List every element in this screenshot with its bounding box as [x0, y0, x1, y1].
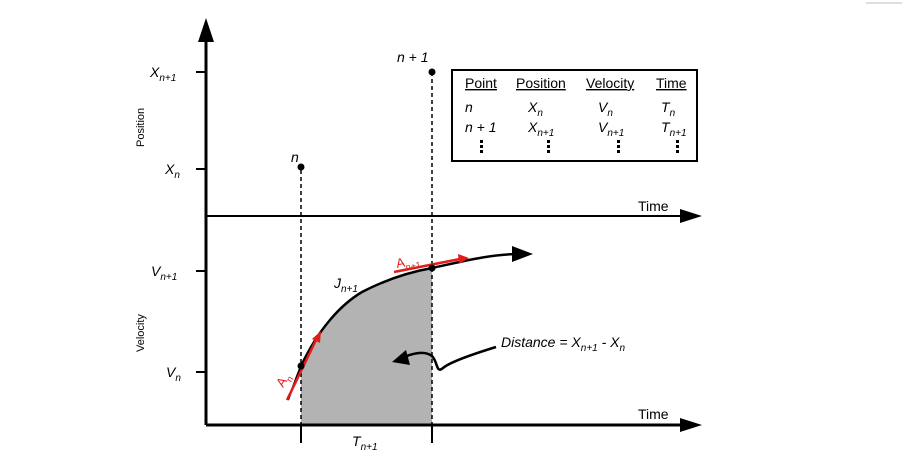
label-xn: Xn: [164, 161, 180, 181]
table-ellipsis: [480, 140, 679, 153]
label-point-n1: n + 1: [397, 49, 429, 65]
label-tn1: Tn+1: [352, 433, 378, 453]
table-header-time: Time: [656, 75, 687, 91]
label-accel-n1: An+1: [395, 252, 422, 274]
table-cell-point-n: n: [465, 99, 473, 115]
table-cell-xn1: Xn+1: [527, 119, 554, 139]
velocity-curve-arrow: [512, 246, 533, 262]
point-n: [297, 163, 305, 171]
velocity-axis-label: Velocity: [135, 314, 147, 352]
table-cell-vn: Vn: [598, 99, 613, 119]
label-point-n: n: [291, 149, 299, 165]
table-cell-point-n1: n + 1: [465, 119, 497, 135]
label-xn1: Xn+1: [149, 64, 176, 84]
label-vn: Vn: [166, 364, 181, 384]
table-header-velocity: Velocity: [586, 75, 634, 91]
table-header-position: Position: [516, 75, 566, 91]
table-cell-tn: Tn: [661, 99, 676, 119]
accel-n-arrow: [312, 331, 321, 343]
distance-label: Distance = Xn+1 - Xn: [501, 334, 626, 354]
velocity-curve: [299, 252, 521, 367]
velocity-point-n: [297, 362, 305, 370]
position-time-axis-arrow: [680, 209, 702, 223]
velocity-point-n1: [428, 264, 436, 272]
position-axis-label: Position: [135, 108, 147, 147]
table-cell-xn: Xn: [527, 99, 543, 119]
accel-n1-arrow: [458, 254, 469, 264]
velocity-time-label: Time: [638, 406, 669, 422]
table-cell-vn1: Vn+1: [598, 119, 624, 139]
point-n1: [428, 68, 436, 76]
table-cell-tn1: Tn+1: [661, 119, 687, 139]
legend-table: [451, 69, 698, 162]
velocity-time-axis-arrow: [680, 418, 702, 432]
label-vn1: Vn+1: [151, 263, 177, 283]
label-jerk: Jn+1: [333, 275, 358, 295]
distance-pointer-arrow: [392, 350, 410, 365]
position-time-label: Time: [638, 198, 669, 214]
distance-pointer: [402, 345, 497, 371]
accel-n1-tangent: [393, 257, 461, 274]
vertical-axis-arrow: [198, 18, 214, 42]
distance-area: [301, 268, 432, 425]
table-header-point: Point: [465, 75, 497, 91]
